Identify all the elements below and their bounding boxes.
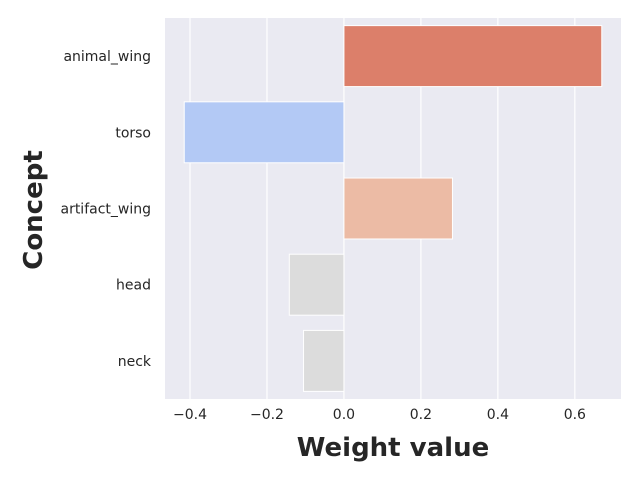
x-tick-labels: −0.4 −0.2 0.0 0.2 0.4 0.6	[173, 407, 586, 423]
x-tick-label: 0.4	[487, 407, 509, 423]
bar-torso	[183, 101, 345, 164]
y-tick-label: torso	[115, 125, 151, 141]
bar-head	[288, 253, 345, 316]
y-tick-label: artifact_wing	[60, 202, 151, 218]
bars	[183, 25, 603, 392]
y-tick-label: neck	[118, 354, 152, 370]
x-tick-label: 0.6	[564, 407, 586, 423]
x-tick-label: −0.2	[250, 407, 284, 423]
y-axis-title: Concept	[19, 150, 49, 270]
x-tick-label: −0.4	[173, 407, 207, 423]
bar-animal-wing	[343, 25, 603, 88]
x-tick-label: 0.0	[333, 407, 355, 423]
y-tick-label: animal_wing	[63, 49, 151, 65]
x-tick-label: 0.2	[410, 407, 432, 423]
y-tick-label: head	[116, 278, 151, 294]
bar-artifact-wing	[343, 177, 453, 240]
bar-neck	[303, 329, 345, 392]
x-axis-title: Weight value	[297, 433, 489, 463]
